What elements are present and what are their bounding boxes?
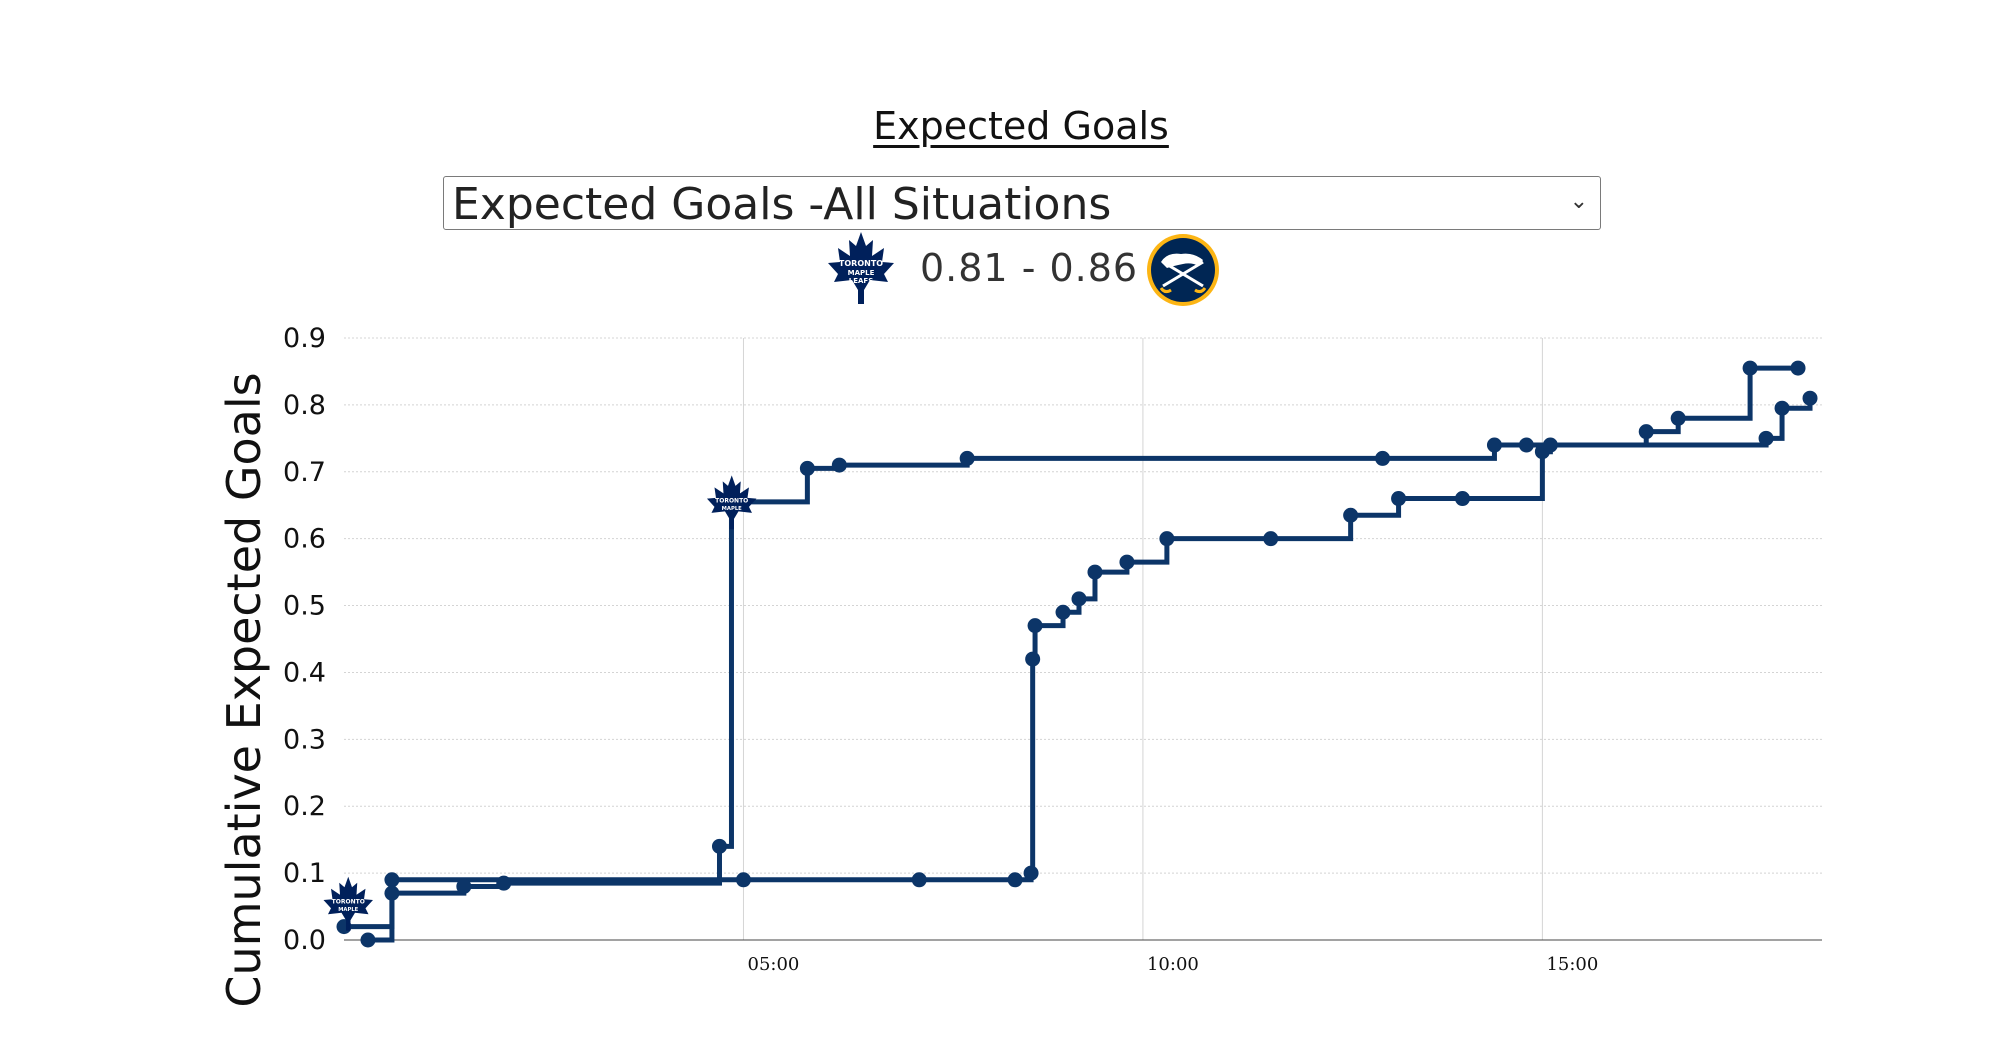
svg-text:TORONTO: TORONTO <box>332 899 365 906</box>
series-point-away[interactable] <box>1790 360 1806 376</box>
series-point-away[interactable] <box>456 878 472 894</box>
y-axis-label: Cumulative Expected Goals <box>217 372 271 1007</box>
svg-text:MAPLE: MAPLE <box>722 506 742 512</box>
series-point-home[interactable] <box>1055 604 1071 620</box>
series-point-home[interactable] <box>1454 491 1470 507</box>
y-tick-label: 0.3 <box>283 724 326 755</box>
y-tick-label: 0.2 <box>283 791 326 822</box>
series-point-home[interactable] <box>1007 872 1023 888</box>
y-tick-label: 0.9 <box>283 323 326 354</box>
y-tick-label: 0.5 <box>283 591 326 622</box>
page-title: Expected Goals <box>873 104 1169 148</box>
series-point-away[interactable] <box>384 885 400 901</box>
maple-leaf-icon: TORONTO MAPLE LEAFS <box>828 232 894 304</box>
series-point-home[interactable] <box>1027 618 1043 634</box>
score-row: TORONTO MAPLE LEAFS 0.81 - 0.86 <box>0 230 1990 310</box>
series-point-home[interactable] <box>1774 400 1790 416</box>
situation-select-value: Expected Goals -All Situations <box>452 179 1112 230</box>
svg-text:MAPLE: MAPLE <box>848 269 875 277</box>
situation-select[interactable]: Expected Goals -All Situations ⌄ <box>443 176 1601 230</box>
series-point-away[interactable] <box>831 457 847 473</box>
series-point-away[interactable] <box>496 875 512 891</box>
series-point-home[interactable] <box>384 872 400 888</box>
series-point-home[interactable] <box>1391 491 1407 507</box>
series-point-away[interactable] <box>1486 437 1502 453</box>
series-point-home[interactable] <box>1023 865 1039 881</box>
series-point-home[interactable] <box>1263 531 1279 547</box>
series-point-home[interactable] <box>1343 507 1359 523</box>
y-tick-label: 0.1 <box>283 858 326 889</box>
y-tick-label: 0.0 <box>283 925 326 956</box>
series-point-away[interactable] <box>1742 360 1758 376</box>
x-tick-label: 15:00 <box>1546 954 1598 975</box>
svg-text:TORONTO: TORONTO <box>839 259 883 268</box>
series-point-away[interactable] <box>1375 450 1391 466</box>
series-point-home[interactable] <box>1087 564 1103 580</box>
y-tick-label: 0.6 <box>283 524 326 555</box>
series-point-home[interactable] <box>735 872 751 888</box>
series-point-away[interactable] <box>1670 410 1686 426</box>
buffalo-sabres-icon <box>1147 234 1219 306</box>
x-tick-label: 05:00 <box>748 954 800 975</box>
axes: 0.0 0.1 0.2 0.3 0.4 0.5 0.6 0.7 0.8 0.9 05:00 10:00… <box>283 323 1822 975</box>
series-point-away[interactable] <box>1638 424 1654 440</box>
series-point-home[interactable] <box>1025 651 1041 667</box>
y-tick-label: 0.8 <box>283 390 326 421</box>
y-tick-label: 0.4 <box>283 657 326 688</box>
maple-leaf-icon: TORONTO MAPLE <box>706 475 757 530</box>
series-point-away[interactable] <box>1518 437 1534 453</box>
series-point-home[interactable] <box>1119 554 1135 570</box>
series-point-home[interactable] <box>1071 591 1087 607</box>
series-point-home[interactable] <box>1758 430 1774 446</box>
series-point-home[interactable] <box>911 872 927 888</box>
x-tick-label: 10:00 <box>1147 954 1199 975</box>
svg-text:LEAFS: LEAFS <box>849 277 873 285</box>
y-tick-label: 0.7 <box>283 457 326 488</box>
chevron-down-icon: ⌄ <box>1569 189 1588 214</box>
grid <box>344 337 1822 941</box>
series-point-home[interactable] <box>1159 531 1175 547</box>
series-point-away[interactable] <box>360 932 376 948</box>
series-point-away[interactable] <box>799 460 815 476</box>
series-point-home[interactable] <box>1802 390 1818 406</box>
series-point-away[interactable] <box>711 838 727 854</box>
svg-text:MAPLE: MAPLE <box>338 907 358 913</box>
svg-text:TORONTO: TORONTO <box>715 497 748 504</box>
series-line-away <box>367 365 1799 943</box>
score-text: 0.81 - 0.86 <box>920 246 1139 290</box>
series-line-home <box>344 398 1813 930</box>
series-point-away[interactable] <box>959 450 975 466</box>
